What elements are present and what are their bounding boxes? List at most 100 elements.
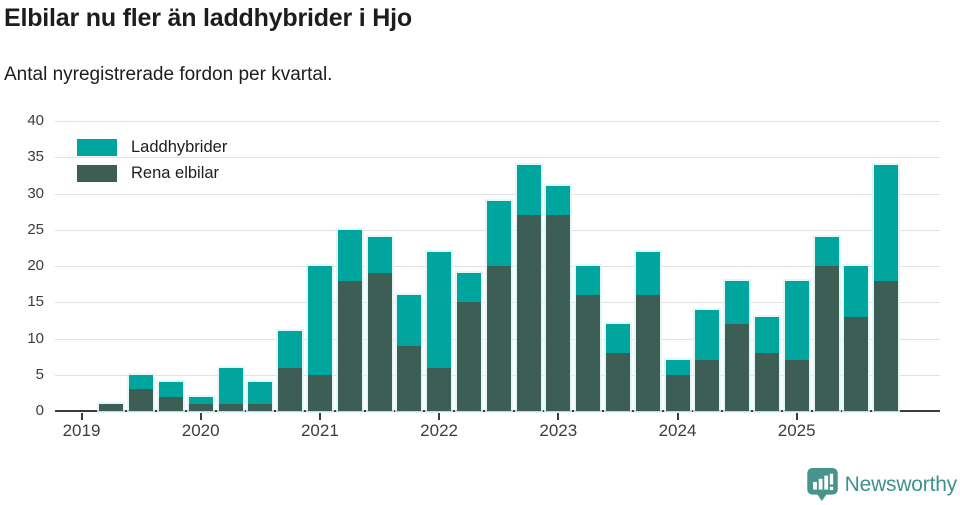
y-tick-label: 15: [27, 293, 44, 311]
bar-2023-q3: [605, 324, 630, 411]
bar-segment-laddhybrider: [725, 280, 750, 324]
x-tick-mark: [795, 413, 798, 420]
bar-segment-rena-elbilar: [427, 367, 452, 411]
bar-2025-q4: [874, 164, 899, 411]
bar-segment-rena-elbilar: [278, 367, 303, 411]
bar-segment-rena-elbilar: [99, 403, 124, 411]
bar-segment-laddhybrider: [397, 295, 422, 346]
bar-segment-rena-elbilar: [576, 295, 601, 411]
bar-segment-laddhybrider: [278, 331, 303, 368]
bar-segment-rena-elbilar: [516, 215, 541, 411]
bar-segment-rena-elbilar: [486, 266, 511, 411]
bar-segment-laddhybrider: [367, 237, 392, 274]
x-tick-mark: [438, 413, 441, 420]
bar-segment-laddhybrider: [307, 266, 332, 375]
bar-segment-rena-elbilar: [665, 374, 690, 411]
gridline: [55, 157, 940, 159]
bar-segment-laddhybrider: [486, 200, 511, 266]
bar-chart-speech-bubble-icon: [806, 468, 838, 501]
bar-segment-rena-elbilar: [367, 273, 392, 411]
y-tick-label: 40: [27, 112, 44, 129]
bar-segment-rena-elbilar: [456, 302, 481, 411]
bar-2023-q4: [635, 251, 660, 411]
bar-2024-q3: [725, 280, 750, 411]
bar-segment-laddhybrider: [188, 396, 213, 404]
x-tick-label: 2020: [181, 421, 220, 440]
bar-segment-laddhybrider: [248, 382, 273, 404]
bar-segment-laddhybrider: [874, 164, 899, 281]
legend-swatch-rena-elbilar: [77, 165, 117, 182]
bar-2024-q1: [665, 360, 690, 411]
bar-2023-q1: [546, 186, 571, 411]
legend-item-rena-elbilar: Rena elbilar: [77, 164, 227, 183]
x-tick-mark: [557, 413, 560, 420]
bar-segment-rena-elbilar: [188, 403, 213, 411]
bar-2019-q3: [129, 374, 154, 411]
bar-segment-laddhybrider: [695, 309, 720, 361]
y-tick-label: 25: [27, 220, 44, 238]
bar-segment-laddhybrider: [456, 273, 481, 303]
bar-segment-rena-elbilar: [725, 324, 750, 411]
x-tick-label: 2019: [62, 421, 101, 440]
bar-segment-rena-elbilar: [129, 389, 154, 411]
y-tick-label: 35: [27, 148, 44, 166]
legend-label: Rena elbilar: [131, 164, 220, 182]
bar-2024-q4: [754, 316, 779, 411]
x-tick-label: 2022: [420, 421, 459, 440]
bar-2024-q2: [695, 309, 720, 411]
x-tick-label: 2023: [539, 421, 578, 440]
bar-2020-q1: [188, 396, 213, 411]
bar-segment-rena-elbilar: [874, 280, 899, 411]
legend: Laddhybrider Rena elbilar: [77, 138, 227, 190]
x-tick-label: 2024: [658, 421, 697, 440]
bar-2020-q2: [218, 367, 243, 411]
bar-segment-laddhybrider: [546, 186, 571, 216]
bar-segment-rena-elbilar: [635, 295, 660, 411]
bar-segment-rena-elbilar: [248, 403, 273, 411]
bar-segment-laddhybrider: [516, 164, 541, 216]
bar-segment-laddhybrider: [605, 324, 630, 353]
x-tick-mark: [676, 413, 679, 420]
bar-2025-q2: [814, 237, 839, 411]
bar-2022-q3: [486, 200, 511, 411]
bar-2021-q1: [307, 266, 332, 411]
bar-2020-q4: [278, 331, 303, 411]
x-tick-mark: [80, 413, 83, 420]
x-tick-label: 2021: [300, 421, 339, 440]
bar-segment-laddhybrider: [844, 266, 869, 317]
bar-2023-q2: [576, 266, 601, 411]
y-axis-tick-labels: 0 5 10 15 20 25 30 35 40: [0, 112, 44, 419]
x-tick-label: 2025: [777, 421, 816, 440]
bar-segment-rena-elbilar: [397, 345, 422, 411]
bar-segment-rena-elbilar: [605, 353, 630, 411]
bar-segment-laddhybrider: [158, 382, 183, 397]
bar-segment-rena-elbilar: [844, 316, 869, 411]
bar-segment-rena-elbilar: [158, 396, 183, 411]
bar-segment-rena-elbilar: [814, 266, 839, 411]
bar-2019-q2: [99, 403, 124, 411]
bar-2021-q3: [367, 237, 392, 411]
bar-segment-rena-elbilar: [337, 280, 362, 411]
bar-segment-laddhybrider: [129, 374, 154, 390]
gridline: [55, 193, 940, 195]
legend-item-laddhybrider: Laddhybrider: [77, 138, 227, 157]
bar-2020-q3: [248, 382, 273, 411]
bar-segment-laddhybrider: [576, 266, 601, 295]
y-tick-label: 10: [27, 329, 44, 347]
bar-2022-q4: [516, 164, 541, 411]
bar-segment-laddhybrider: [814, 237, 839, 266]
bar-segment-laddhybrider: [635, 251, 660, 295]
bar-2022-q2: [456, 273, 481, 411]
chart-subtitle: Antal nyregistrerade fordon per kvartal.: [4, 64, 333, 85]
bar-segment-rena-elbilar: [784, 360, 809, 411]
bar-segment-laddhybrider: [337, 229, 362, 281]
bar-segment-laddhybrider: [218, 367, 243, 404]
x-axis-line: [55, 410, 940, 412]
bar-2025-q1: [784, 280, 809, 411]
y-tick-label: 0: [35, 402, 44, 419]
plot-area: [55, 121, 940, 420]
x-axis-tick-labels: 2019 2020 2021 2022 2023 2024 2025: [55, 421, 940, 445]
x-tick-mark: [318, 413, 321, 420]
gridline: [55, 121, 940, 122]
